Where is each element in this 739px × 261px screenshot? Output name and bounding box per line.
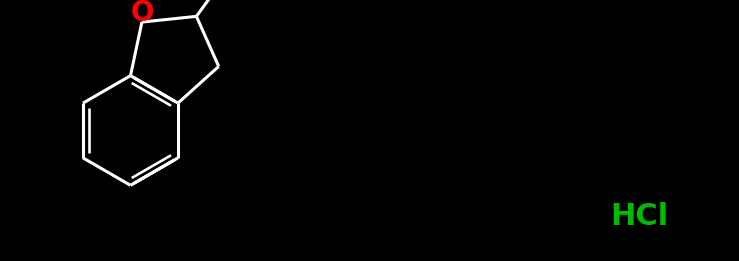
Text: HCl: HCl: [610, 202, 669, 231]
Text: O: O: [130, 0, 154, 27]
